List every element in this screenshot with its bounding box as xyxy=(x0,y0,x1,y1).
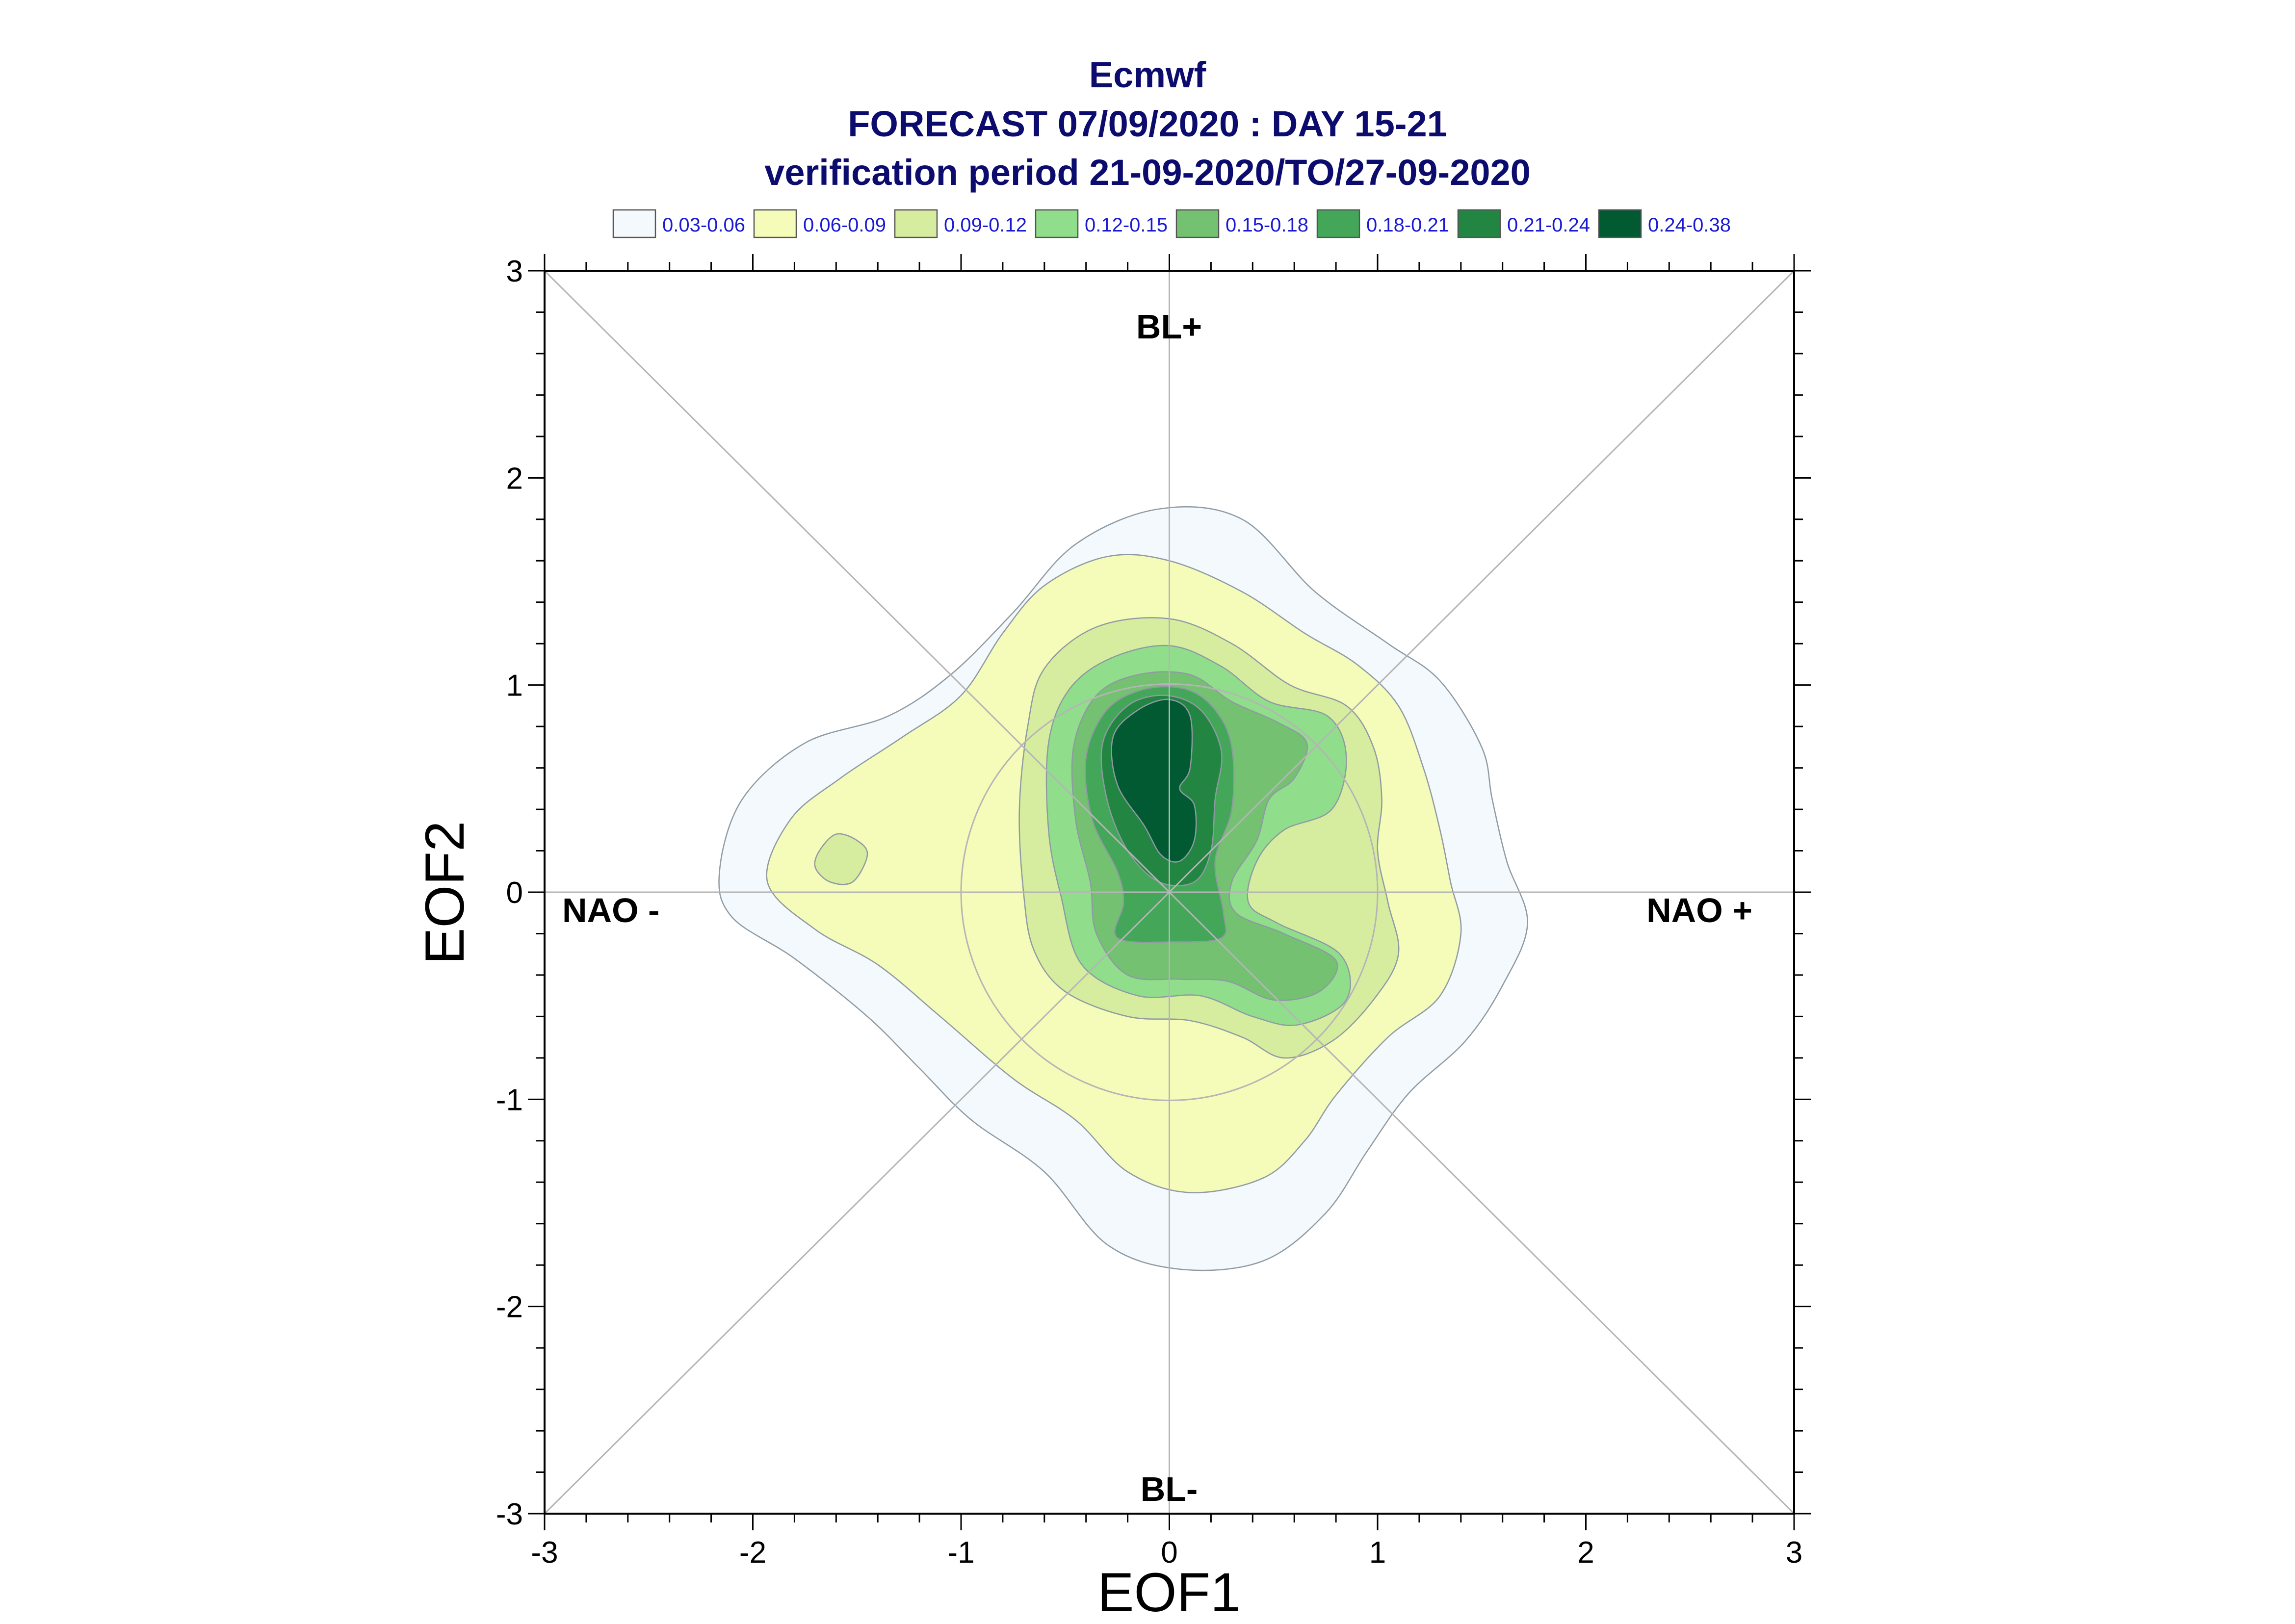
regime-labels: BL+ BL- NAO - NAO + xyxy=(562,308,1752,1508)
y-tick-label: -3 xyxy=(496,1497,523,1531)
y-tick-label: 1 xyxy=(506,669,523,703)
y-tick-label: 2 xyxy=(506,462,523,495)
legend-label: 0.03-0.06 xyxy=(662,214,745,236)
legend-label: 0.12-0.15 xyxy=(1085,214,1168,236)
legend-swatch xyxy=(753,209,797,238)
density-region-0.24-0.38 xyxy=(1111,698,1197,863)
legend-swatch xyxy=(1316,209,1360,238)
density-region-0.09-0.12 xyxy=(814,833,868,885)
density-contours xyxy=(718,506,1528,1271)
legend-swatch xyxy=(1175,209,1220,238)
y-axis-title: EOF2 xyxy=(414,821,475,965)
legend-swatch xyxy=(612,209,656,238)
reference-circle xyxy=(960,683,1379,1101)
legend-label: 0.15-0.18 xyxy=(1226,214,1308,236)
x-tick-label: 2 xyxy=(1577,1536,1594,1570)
x-axis-title: EOF1 xyxy=(1097,1562,1241,1623)
x-tick-label: 0 xyxy=(1161,1536,1177,1570)
regime-label-left: NAO - xyxy=(562,891,659,929)
x-tick-label: -1 xyxy=(947,1536,974,1570)
x-tick-label: -2 xyxy=(739,1536,766,1570)
legend-label: 0.18-0.21 xyxy=(1366,214,1449,236)
legend-label: 0.21-0.24 xyxy=(1507,214,1590,236)
x-tick-label: 3 xyxy=(1786,1536,1802,1570)
legend-swatch xyxy=(1457,209,1501,238)
legend: 0.03-0.06 0.06-0.09 0.09-0.12 0.12-0.15 0.15… xyxy=(612,209,1731,238)
legend-label: 0.06-0.09 xyxy=(803,214,886,236)
legend-label: 0.09-0.12 xyxy=(944,214,1027,236)
title-line-1: Ecmwf xyxy=(1089,54,1206,95)
axis-ticks: -3 -2 -1 0 1 2 3 -3 -2 -1 0 1 2 3 xyxy=(496,254,1811,1570)
y-tick-label: 3 xyxy=(506,255,523,288)
title-line-2: FORECAST 07/09/2020 : DAY 15-21 xyxy=(848,103,1447,144)
regime-label-bottom: BL- xyxy=(1141,1470,1198,1508)
y-tick-label: 0 xyxy=(506,876,523,910)
chart-title: Ecmwf FORECAST 07/09/2020 : DAY 15-21 ve… xyxy=(764,54,1531,193)
x-tick-label: -3 xyxy=(531,1536,558,1570)
legend-swatch xyxy=(1598,209,1642,238)
legend-label: 0.24-0.38 xyxy=(1648,214,1731,236)
legend-swatch xyxy=(1035,209,1079,238)
y-tick-label: -1 xyxy=(496,1083,523,1117)
legend-swatch xyxy=(894,209,938,238)
y-tick-label: -2 xyxy=(496,1290,523,1324)
guide-lines xyxy=(545,271,1794,1514)
title-line-3: verification period 21-09-2020/TO/27-09-… xyxy=(764,152,1531,193)
plot-area xyxy=(545,271,1794,1514)
x-tick-label: 1 xyxy=(1369,1536,1386,1570)
regime-label-top: BL+ xyxy=(1136,308,1202,346)
regime-label-right: NAO + xyxy=(1646,891,1752,929)
